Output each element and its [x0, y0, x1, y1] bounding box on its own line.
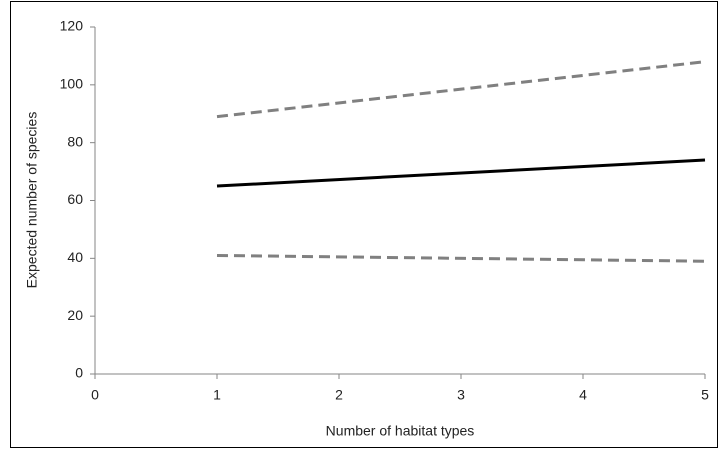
x-tick-label: 2: [335, 387, 343, 403]
y-tick-label: 0: [75, 365, 83, 381]
series-line: [216, 253, 706, 263]
chart-frame: [10, 1, 718, 448]
y-tick-label: 20: [67, 307, 83, 323]
y-tick-label: 80: [67, 133, 83, 149]
y-tick-label: 100: [60, 76, 84, 92]
x-tick-label: 3: [457, 387, 465, 403]
x-tick-label: 5: [701, 387, 709, 403]
x-tick-label: 0: [91, 387, 99, 403]
y-tick-label: 40: [67, 249, 83, 265]
y-tick-label: 120: [60, 18, 84, 34]
x-tick-label: 1: [213, 387, 221, 403]
y-axis-label: Expected number of species: [24, 112, 40, 289]
x-axis-label: Number of habitat types: [326, 423, 475, 439]
series-line: [216, 60, 706, 119]
x-tick-label: 4: [579, 387, 587, 403]
y-tick-label: 60: [67, 191, 83, 207]
series-line: [216, 158, 706, 188]
